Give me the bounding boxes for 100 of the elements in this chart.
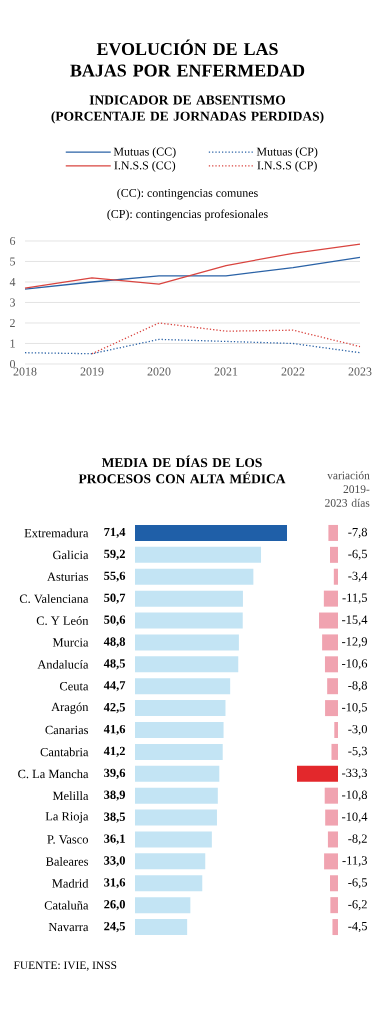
data-label: -10,8 [342,790,368,801]
x-tick-label: 2020 [147,367,171,376]
bar [135,743,223,760]
y-tick-label: Andalucía [37,659,89,669]
bar [135,634,239,651]
y-tick-label: 1 [10,339,15,348]
chart-title: MEDIA DE DÍAS DE LOS PROCESOS CON ALTA MÉDICA [78,455,286,484]
data-label: 48,8 [103,637,126,648]
data-label: -10,4 [342,812,368,823]
legend-label: Mutuas (CP) [256,147,318,159]
data-label: 31,6 [104,878,126,889]
data-label: -5,3 [348,746,367,757]
legend-label: Mutuas (CC) [113,147,176,159]
data-label: -11,5 [342,593,367,604]
y-tick-label: Melilla [52,791,89,801]
data-label: 44,7 [103,681,126,692]
data-label: -6,5 [348,549,367,560]
bar [135,787,218,804]
y-tick-label: 5 [10,257,16,266]
data-label: 39,6 [104,768,126,779]
data-label: 59,2 [104,549,125,560]
y-tick-label: Baleares [45,856,89,866]
bar [135,831,212,848]
y-tick-label: Navarra [48,922,89,932]
y-tick-label: Ceuta [59,682,89,691]
x-tick-label: 2018 [13,367,37,376]
line-series [24,338,361,355]
bar [135,612,243,629]
bar [135,722,224,738]
data-label: 41,6 [103,724,126,736]
data-label: -12,9 [342,637,367,648]
y-tick-label: Madrid [52,878,89,888]
bar [135,853,206,870]
y-tick-label: C. Y León [36,616,89,625]
data-label: -11,3 [342,856,367,867]
data-label: -8,8 [348,681,368,692]
source-note: FUENTE: IVIE, INSS [13,961,117,971]
y-tick-label: C. Valenciana [19,594,89,604]
legend-label: I.N.S.S (CP) [257,161,317,172]
data-label: -10,5 [342,703,367,714]
line-series [91,322,361,355]
line-series [24,243,361,289]
data-label: 24,5 [104,921,126,933]
data-label: 42,5 [103,703,126,714]
y-tick-label: C. La Mancha [18,769,89,779]
bar [135,678,231,695]
y-tick-label: Extremadura [24,528,89,538]
y-tick-label: 4 [9,278,16,286]
x-tick-label: 2023 [348,367,372,376]
data-label: -8,2 [348,834,367,845]
bar [135,568,254,585]
data-label: 55,6 [104,571,126,582]
x-tick-label: 2019 [80,367,104,376]
data-label: 38,9 [104,790,126,801]
y-tick-label: Cataluña [44,900,89,910]
bar [135,656,239,673]
y-tick-label: 2 [10,319,15,327]
text: (CP): contingencias profesionales [107,209,268,221]
data-label: -6,2 [348,900,367,911]
bar [135,809,217,826]
bar [135,546,262,563]
text: (CC): contingencias comunes [117,188,258,200]
y-tick-label: Galicia [53,550,89,560]
chart-title: EVOLUCIÓN DE LAS BAJAS POR ENFERMEDAD [70,39,305,77]
data-label: 26,0 [104,900,125,911]
y-tick-label: Canarias [45,725,89,735]
data-label: -15,4 [342,615,368,626]
data-label: -10,6 [342,659,368,670]
data-label: -6,5 [348,878,367,889]
data-label: -33,3 [342,768,367,779]
bar [135,700,226,717]
x-tick-label: 2022 [281,367,305,376]
bar [135,919,188,936]
data-label: 38,5 [104,812,126,823]
y-tick-label: Aragón [51,702,89,714]
data-label: 36,1 [104,834,125,845]
data-label: -7,8 [348,527,368,539]
y-tick-label: P. Vasco [47,835,89,844]
data-label: 50,6 [104,615,126,626]
x-tick-label: 2021 [214,367,238,376]
chart-title: variación 2019-2023 días [325,471,370,507]
y-tick-label: Murcia [52,638,89,647]
y-tick-label: 6 [10,236,16,245]
y-tick-label: 3 [10,298,16,307]
y-tick-label: Asturias [47,572,89,581]
line-series [24,256,361,290]
data-label: -3,0 [348,724,368,736]
bar [135,590,243,607]
bar [135,765,220,782]
data-label: 50,7 [104,593,126,604]
y-tick-label: 0 [9,359,16,369]
data-label: 71,4 [104,527,126,539]
data-label: -4,5 [348,921,367,933]
bar [135,524,287,541]
chart-subtitle: INDICADOR DE ABSENTISMO (PORCENTAJE DE JORNADAS PERDIDAS) [51,95,324,124]
legend-label: I.N.S.S (CC) [114,161,176,172]
data-label: 41,2 [103,746,125,757]
y-tick-label: La Rioja [45,812,89,824]
bar [135,875,203,892]
data-label: -3,4 [348,571,368,582]
